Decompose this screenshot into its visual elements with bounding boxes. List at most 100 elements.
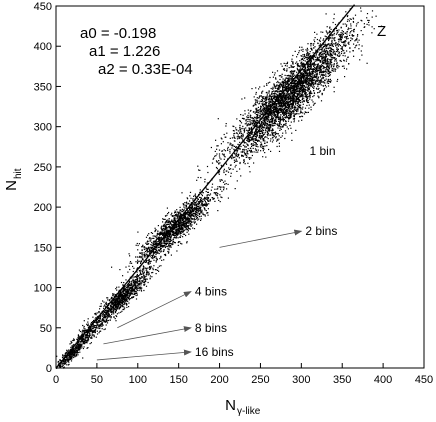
scatter-point [263, 120, 265, 122]
scatter-point [182, 225, 184, 227]
scatter-point [354, 14, 357, 16]
scatter-point [339, 54, 341, 56]
scatter-point [110, 303, 112, 305]
scatter-point [75, 348, 77, 351]
scatter-point [269, 104, 272, 106]
scatter-point [351, 34, 353, 36]
scatter-point [176, 213, 178, 215]
scatter-point [260, 125, 263, 127]
scatter-point [152, 248, 154, 250]
scatter-point [99, 320, 101, 322]
scatter-point [156, 257, 158, 260]
scatter-point [244, 145, 246, 147]
scatter-point [268, 128, 270, 130]
scatter-point [158, 244, 160, 246]
scatter-point [165, 237, 167, 239]
scatter-point [242, 154, 244, 157]
scatter-point [82, 337, 84, 339]
scatter-point [159, 232, 161, 234]
scatter-point [207, 191, 209, 193]
scatter-point [303, 59, 305, 61]
scatter-point [181, 211, 183, 213]
scatter-point [123, 289, 126, 291]
scatter-point [102, 315, 104, 317]
scatter-point [257, 127, 259, 129]
scatter-point [117, 302, 120, 304]
scatter-point [77, 347, 80, 349]
scatter-point [150, 265, 152, 267]
scatter-point [267, 125, 269, 127]
scatter-point [184, 215, 186, 218]
scatter-point [332, 56, 334, 58]
scatter-point [91, 334, 93, 336]
scatter-point [328, 45, 330, 47]
scatter-point [287, 120, 290, 122]
scatter-point [120, 297, 122, 299]
scatter-point [121, 293, 123, 295]
scatter-point [67, 360, 69, 362]
scatter-point [91, 330, 93, 332]
scatter-point [163, 233, 165, 235]
scatter-point [143, 271, 145, 273]
scatter-point [168, 232, 170, 234]
scatter-point [152, 245, 154, 247]
scatter-point [270, 101, 272, 103]
scatter-point [191, 206, 193, 208]
scatter-point [137, 261, 139, 263]
scatter-point [106, 311, 108, 313]
scatter-point [286, 113, 288, 115]
scatter-point [104, 320, 106, 322]
scatter-point [267, 120, 269, 123]
scatter-point [108, 299, 111, 301]
scatter-point [114, 303, 116, 305]
scatter-point [193, 228, 196, 230]
scatter-point [151, 245, 153, 247]
scatter-point [329, 74, 331, 76]
scatter-point [106, 309, 108, 311]
scatter-point [166, 219, 168, 221]
scatter-point [298, 84, 300, 86]
scatter-point [105, 301, 107, 303]
scatter-point [126, 291, 128, 294]
scatter-point [290, 83, 292, 85]
scatter-point [180, 222, 182, 224]
scatter-point [296, 91, 298, 93]
scatter-point [150, 240, 152, 242]
scatter-point [104, 328, 106, 330]
scatter-point [189, 216, 191, 218]
scatter-point [303, 113, 306, 115]
scatter-point [293, 82, 295, 84]
scatter-point [227, 148, 229, 150]
scatter-point [68, 356, 71, 358]
scatter-point [292, 74, 294, 76]
scatter-point [176, 226, 178, 228]
scatter-point [81, 346, 83, 348]
scatter-point [325, 56, 327, 58]
scatter-point [277, 115, 279, 117]
scatter-point [109, 315, 112, 317]
scatter-point [118, 292, 120, 294]
scatter-point [90, 337, 92, 339]
scatter-point [262, 110, 264, 112]
scatter-point [160, 248, 162, 250]
scatter-point [286, 61, 289, 63]
scatter-point [141, 287, 143, 289]
scatter-point [92, 327, 94, 329]
scatter-point [103, 307, 105, 309]
scatter-point [256, 117, 258, 119]
scatter-point [277, 133, 279, 135]
scatter-point [227, 183, 229, 185]
scatter-point [323, 45, 325, 47]
scatter-point [316, 64, 318, 66]
scatter-point [342, 32, 344, 34]
scatter-point [296, 108, 299, 110]
scatter-point [148, 260, 150, 262]
scatter-point [269, 134, 271, 136]
scatter-point [158, 246, 160, 248]
scatter-point [84, 334, 86, 336]
scatter-point [194, 203, 196, 205]
scatter-point [237, 136, 239, 138]
scatter-point [97, 321, 99, 323]
scatter-point [179, 209, 181, 211]
scatter-point [66, 361, 68, 363]
